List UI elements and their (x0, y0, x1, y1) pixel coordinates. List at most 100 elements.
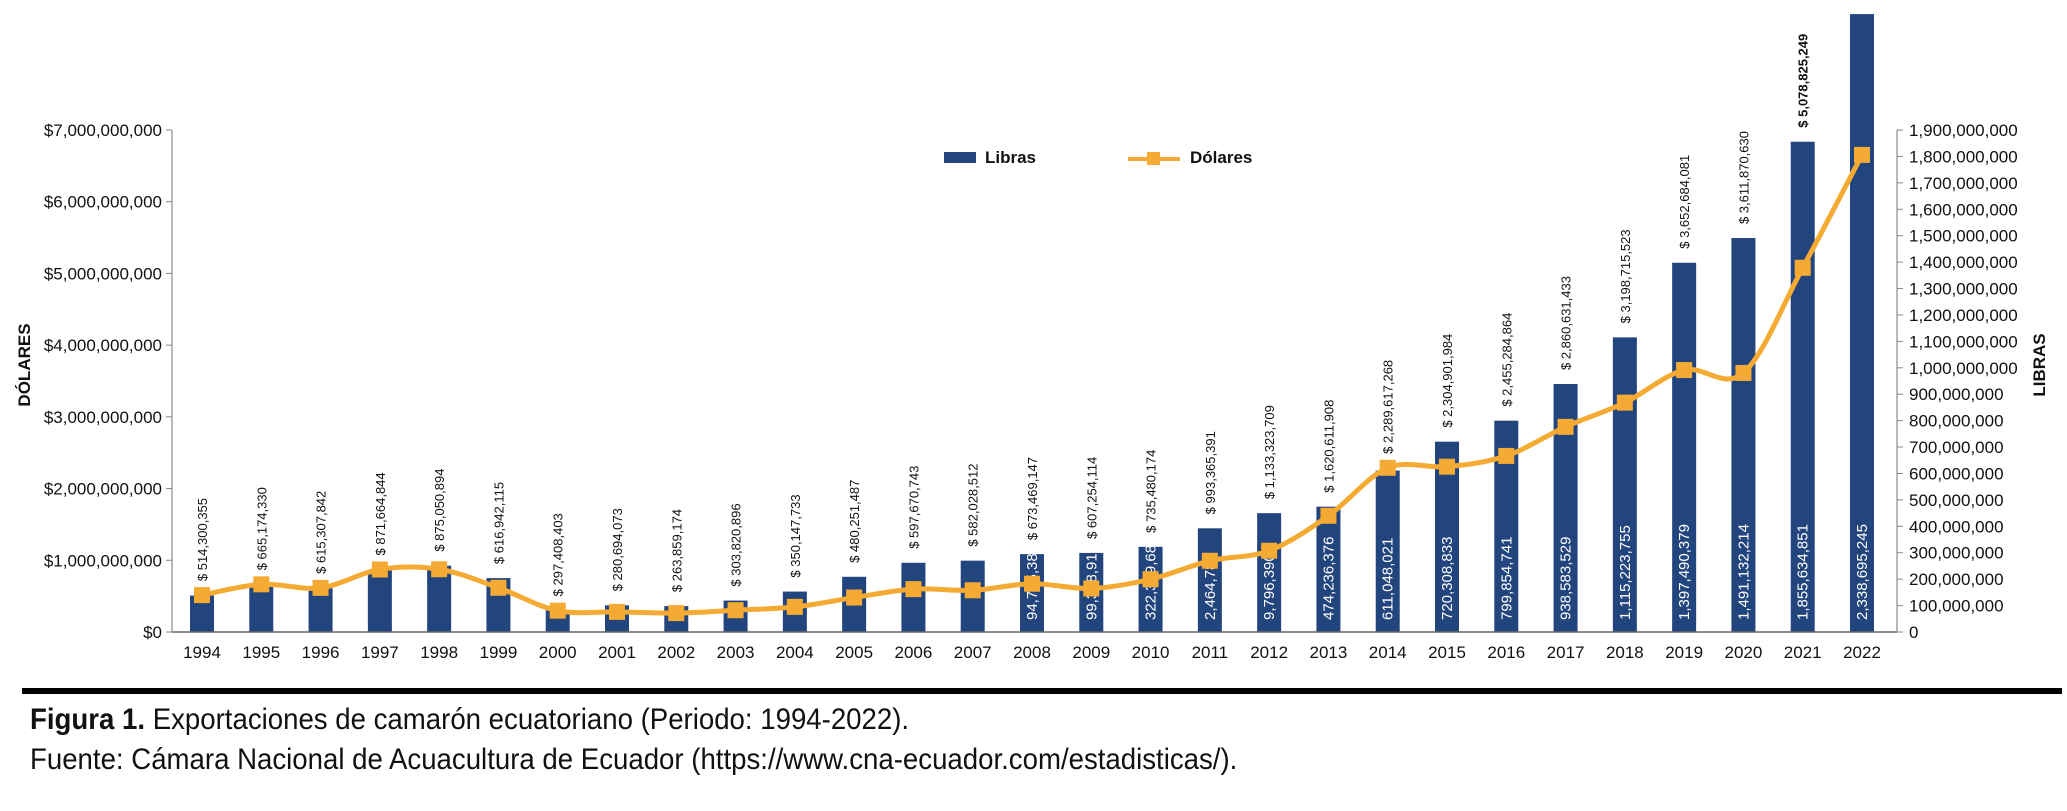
x-tick-label: 2002 (657, 643, 695, 662)
x-tick-label: 2015 (1428, 643, 1466, 662)
x-tick-label: 2003 (717, 643, 755, 662)
caption-source: Fuente: Cámara Nacional de Acuacultura d… (30, 743, 1238, 776)
line-value-label: $ 1,620,611,908 (1321, 400, 1336, 493)
line-value-label: $ 514,300,355 (195, 498, 210, 581)
bar-value-label: 1,397,490,379 (1676, 524, 1693, 620)
bar-libras (1672, 262, 1697, 632)
legend: Libras Dólares (944, 148, 1252, 167)
bar-value-label: 720,308,833 (1439, 537, 1456, 620)
y-right-tick-label: 1,400,000,000 (1909, 253, 2018, 272)
y-right-tick-label: 600,000,000 (1909, 464, 2004, 483)
marker-dolares (194, 587, 210, 604)
line-value-label: $ 263,859,174 (669, 509, 684, 592)
line-value-label: $ 3,652,684,081 (1677, 155, 1692, 249)
x-tick-label: 2001 (598, 643, 636, 662)
line-value-label: $ 3,611,870,630 (1736, 131, 1751, 224)
bar-value-label: 1,855,634,851 (1795, 524, 1812, 620)
marker-dolares (786, 598, 803, 615)
line-value-label: $ 615,307,842 (314, 491, 329, 574)
marker-dolares (1083, 580, 1100, 597)
y-right-tick-label: 0 (1909, 623, 1918, 642)
bar-value-label: 474,236,376 (1320, 537, 1337, 620)
x-tick-label: 2021 (1784, 643, 1822, 662)
bar-libras (1138, 546, 1163, 632)
caption-title-line: Figura 1. Exportaciones de camarón ecuat… (30, 700, 1237, 740)
marker-dolares (431, 561, 448, 578)
marker-dolares (490, 579, 507, 596)
legend-dolares-label: Dólares (1190, 148, 1252, 167)
y-left-tick-label: $2,000,000,000 (44, 480, 162, 499)
line-value-label: $ 735,480,174 (1144, 450, 1159, 533)
figure-caption: Figura 1. Exportaciones de camarón ecuat… (30, 700, 1237, 780)
y-right-tick-label: 1,200,000,000 (1909, 306, 2018, 325)
line-value-label: $ 3,198,715,523 (1618, 229, 1633, 323)
marker-dolares (846, 589, 863, 606)
line-value-label: $ 616,942,115 (491, 482, 506, 564)
bar-libras (1316, 506, 1341, 632)
marker-dolares (1794, 259, 1811, 276)
x-tick-label: 2013 (1310, 643, 1348, 662)
marker-dolares (964, 582, 981, 599)
marker-dolares (312, 579, 329, 596)
marker-dolares (1676, 362, 1693, 379)
marker-dolares (1024, 575, 1040, 592)
bar-libras (1850, 14, 1874, 632)
line-value-label: $ 480,251,487 (847, 480, 862, 563)
line-value-label: $ 2,455,284,864 (1499, 313, 1514, 407)
x-tick-label: 2012 (1250, 643, 1288, 662)
y-left-tick-label: $7,000,000,000 (44, 121, 162, 140)
x-tick-label: 1998 (420, 643, 458, 662)
x-tick-label: 2000 (539, 643, 577, 662)
axes-group: $0 $1,000,000,000 $2,000,000,000 $3,000,000… (44, 121, 2018, 662)
y-right-tick-label: 1,900,000,000 (1909, 121, 2018, 140)
x-tick-label: 1997 (361, 643, 399, 662)
x-tick-label: 2014 (1369, 643, 1407, 662)
x-tick-label: 2022 (1843, 643, 1881, 662)
legend-libras-swatch (944, 152, 976, 163)
bar-libras (367, 570, 392, 632)
line-labels-group: $ 514,300,355 $ 665,174,330 $ 615,307,842 $… (195, 0, 1870, 596)
y-right-tick-label: 1,700,000,000 (1909, 174, 2018, 193)
bar-libras (901, 562, 926, 632)
marker-dolares (1854, 146, 1870, 163)
bar-value-label: 611,048,021 (1380, 538, 1397, 620)
y-right-axis-title: LIBRAS (2030, 333, 2049, 396)
legend-dolares-marker (1147, 152, 1160, 165)
x-tick-label: 2010 (1132, 643, 1170, 662)
x-tick-label: 1995 (242, 643, 280, 662)
marker-dolares (371, 561, 388, 578)
bar-value-label: 938,583,529 (1558, 537, 1575, 620)
x-tick-label: 2011 (1192, 643, 1229, 662)
bar-libras (1257, 513, 1282, 632)
marker-dolares (549, 602, 566, 619)
line-value-label: $ 350,147,733 (788, 494, 803, 577)
bar-libras (1020, 554, 1044, 632)
x-tick-label: 2017 (1547, 643, 1585, 662)
x-tick-label: 2009 (1072, 643, 1110, 662)
marker-dolares (1735, 364, 1752, 381)
y-right-tick-label: 200,000,000 (1909, 570, 2004, 589)
line-value-label: $ 871,664,844 (373, 472, 388, 555)
bar-libras (1375, 470, 1400, 632)
figure-label: Figura 1. (30, 703, 146, 736)
y-left-tick-label: $5,000,000,000 (44, 264, 162, 283)
x-tick-label: 2018 (1606, 643, 1644, 662)
marker-dolares (1201, 552, 1218, 569)
line-group (194, 146, 1870, 622)
marker-dolares (1261, 542, 1278, 559)
y-left-axis-title: DÓLARES (15, 323, 34, 406)
y-right-tick-label: 100,000,000 (1909, 597, 2004, 616)
marker-dolares (1616, 394, 1633, 411)
line-value-label: $ 597,670,743 (906, 466, 921, 549)
y-right-tick-label: 1,500,000,000 (1909, 227, 2018, 246)
y-right-tick-label: 1,000,000,000 (1909, 359, 2018, 378)
chart: 94,735,38899,338,918322,399,6862,464,787… (15, 0, 2049, 662)
caption-divider (22, 688, 2062, 694)
x-tick-label: 2016 (1487, 643, 1525, 662)
x-tick-label: 2004 (776, 643, 814, 662)
x-tick-label: 2007 (954, 643, 992, 662)
x-tick-label: 1996 (302, 643, 340, 662)
bar-libras (1197, 528, 1222, 632)
marker-dolares (609, 603, 625, 620)
y-right-tick-label: 500,000,000 (1909, 491, 2004, 510)
